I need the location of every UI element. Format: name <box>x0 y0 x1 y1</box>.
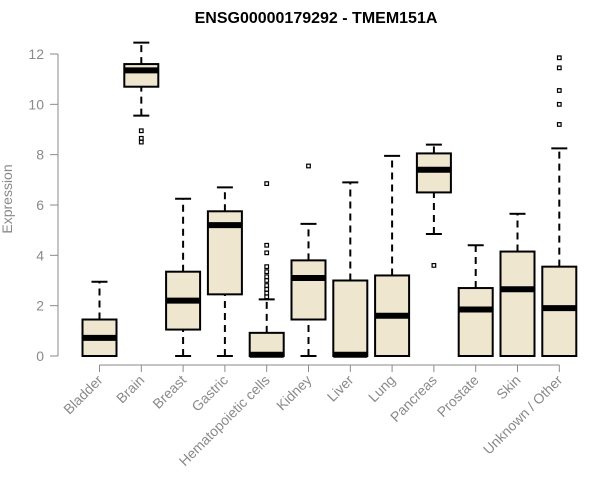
box-brain <box>123 41 160 145</box>
outlier-point <box>138 139 144 145</box>
y-tick-label: 10 <box>28 96 44 112</box>
box-bladder <box>81 280 118 357</box>
x-category-label: Skin <box>493 372 524 403</box>
box-iqr <box>415 152 452 194</box>
box-pancreas <box>415 143 452 268</box>
boxes-group <box>81 41 578 358</box>
outlier-point <box>306 163 311 169</box>
box-iqr <box>457 287 494 357</box>
box-prostate <box>457 244 494 357</box>
outlier-point <box>138 135 144 141</box>
outlier-point <box>556 88 562 93</box>
outlier-point <box>264 274 270 280</box>
y-tick-label: 0 <box>36 348 44 364</box>
x-category-label: Prostate <box>434 372 482 420</box>
box-hematopoietic-cells <box>248 181 285 358</box>
box-breast <box>165 197 202 357</box>
outlier-point <box>556 65 562 71</box>
y-tick-label: 6 <box>36 197 44 213</box>
box-iqr <box>499 250 536 357</box>
outlier-point <box>264 250 270 256</box>
box-iqr <box>541 265 578 357</box>
outlier-point <box>264 290 270 296</box>
x-category-label: Breast <box>149 372 189 412</box>
outlier-point <box>556 122 562 127</box>
outlier-point <box>264 242 270 248</box>
outlier-point <box>264 294 270 300</box>
y-axis-label: Expression <box>0 164 15 233</box>
box-kidney <box>290 163 327 357</box>
outlier-point <box>264 286 270 292</box>
y-tick-label: 12 <box>28 46 44 62</box>
x-category-label: Brain <box>113 372 147 406</box>
outlier-point <box>556 101 562 107</box>
outlier-point <box>138 128 144 134</box>
y-tick-label: 2 <box>36 298 44 314</box>
outlier-point <box>264 283 270 288</box>
outlier-point <box>264 181 270 187</box>
x-category-label: Kidney <box>273 372 315 414</box>
outlier-point <box>431 263 437 268</box>
x-category-label: Bladder <box>60 372 106 418</box>
outlier-point <box>264 264 270 270</box>
chart-title: ENSG00000179292 - TMEM151A <box>195 10 438 27</box>
x-category-label: Lung <box>365 372 398 405</box>
box-gastric <box>206 186 243 357</box>
outlier-point <box>264 269 270 275</box>
box-skin <box>499 212 536 357</box>
outlier-point <box>264 278 270 283</box>
y-tick-label: 8 <box>36 147 44 163</box>
y-tick-label: 4 <box>36 247 44 263</box>
box-iqr <box>290 259 327 321</box>
x-category-label: Unknown / Other <box>480 372 566 458</box>
box-unknown-other <box>541 55 578 357</box>
box-lung <box>374 154 411 358</box>
outlier-point <box>556 55 562 61</box>
box-liver <box>332 181 369 358</box>
box-iqr <box>332 279 369 357</box>
x-category-label: Liver <box>324 372 357 405</box>
y-axis: 0 2 4 6 8 10 12 <box>28 46 59 364</box>
